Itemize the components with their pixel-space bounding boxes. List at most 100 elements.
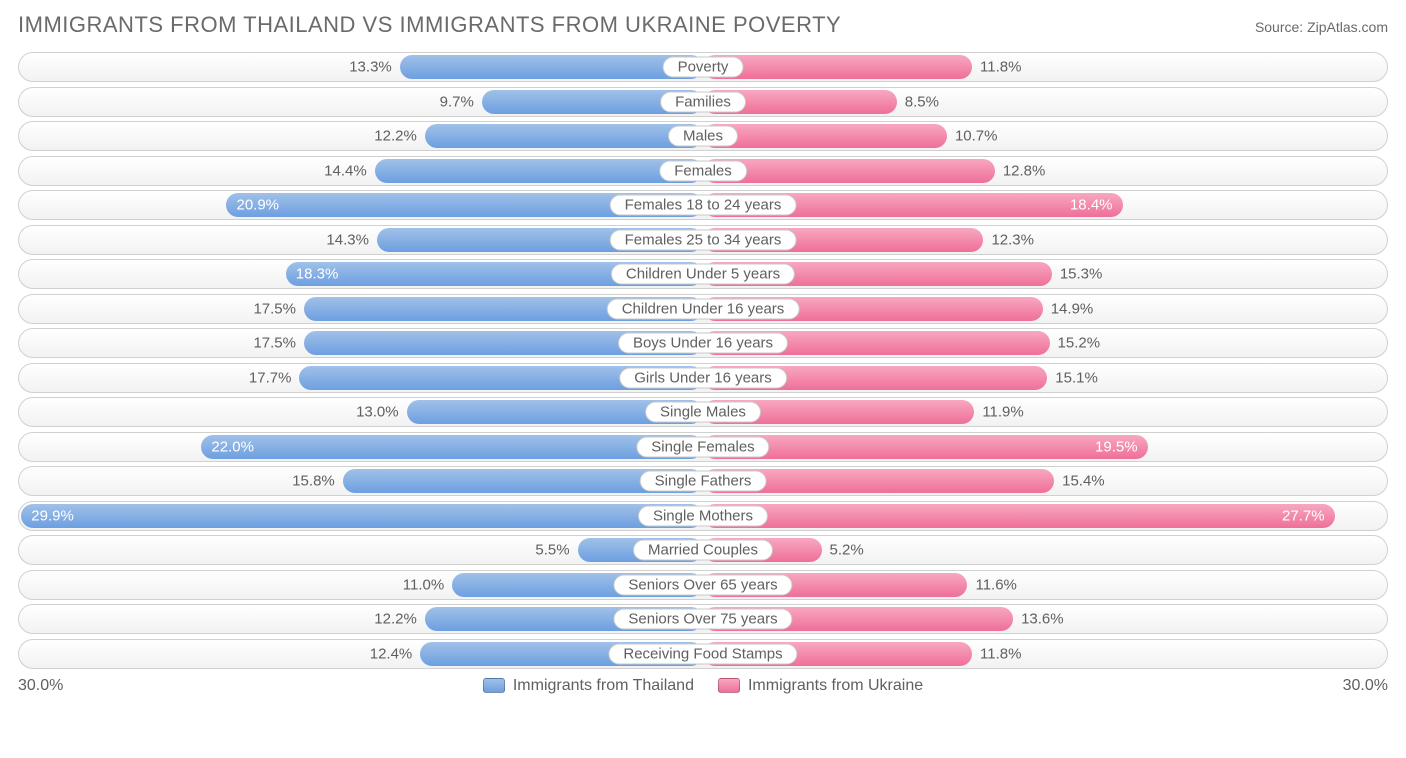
legend-item-right: Immigrants from Ukraine bbox=[718, 677, 923, 695]
chart-row: 14.4% 12.8% Females bbox=[18, 156, 1388, 186]
value-left: 13.3% bbox=[349, 59, 392, 76]
chart-row: 22.0%19.5%Single Females bbox=[18, 432, 1388, 462]
bar-right bbox=[703, 504, 1335, 528]
category-label: Males bbox=[668, 126, 738, 147]
left-half: 22.0% bbox=[19, 433, 703, 461]
value-right: 14.9% bbox=[1051, 300, 1094, 317]
category-label: Families bbox=[660, 91, 746, 112]
category-label: Children Under 5 years bbox=[611, 264, 795, 285]
value-left: 17.5% bbox=[253, 335, 296, 352]
chart-row: 13.3% 11.8% Poverty bbox=[18, 52, 1388, 82]
source-prefix: Source: bbox=[1255, 19, 1307, 35]
right-half: 13.6% bbox=[703, 605, 1387, 633]
chart-row: 14.3%12.3%Females 25 to 34 years bbox=[18, 225, 1388, 255]
right-half: 15.2% bbox=[703, 329, 1387, 357]
chart-row: 12.4%11.8%Receiving Food Stamps bbox=[18, 639, 1388, 669]
chart-row: 15.8% 15.4% Single Fathers bbox=[18, 466, 1388, 496]
legend-label-left: Immigrants from Thailand bbox=[513, 677, 694, 695]
category-label: Married Couples bbox=[633, 540, 773, 561]
right-half: 15.4% bbox=[703, 467, 1387, 495]
category-label: Seniors Over 75 years bbox=[613, 609, 792, 630]
value-right: 8.5% bbox=[905, 93, 939, 110]
right-half: 15.1% bbox=[703, 364, 1387, 392]
left-half: 17.5% bbox=[19, 295, 703, 323]
chart-row: 11.0%11.6%Seniors Over 65 years bbox=[18, 570, 1388, 600]
source-name: ZipAtlas.com bbox=[1307, 19, 1388, 35]
right-half: 12.8% bbox=[703, 157, 1387, 185]
value-left: 20.9% bbox=[236, 197, 279, 214]
category-label: Females 18 to 24 years bbox=[610, 195, 797, 216]
category-label: Single Mothers bbox=[638, 505, 768, 526]
value-left: 12.4% bbox=[370, 645, 413, 662]
value-left: 13.0% bbox=[356, 404, 399, 421]
left-half: 12.4% bbox=[19, 640, 703, 668]
category-label: Single Fathers bbox=[640, 471, 767, 492]
left-half: 14.4% bbox=[19, 157, 703, 185]
value-left: 14.3% bbox=[326, 231, 369, 248]
bar-left bbox=[21, 504, 703, 528]
value-right: 19.5% bbox=[1095, 438, 1138, 455]
chart-title: IMMIGRANTS FROM THAILAND VS IMMIGRANTS F… bbox=[18, 12, 841, 38]
value-right: 15.4% bbox=[1062, 473, 1105, 490]
value-left: 12.2% bbox=[374, 128, 417, 145]
chart-row: 20.9% 18.4% Females 18 to 24 years bbox=[18, 190, 1388, 220]
value-left: 11.0% bbox=[403, 576, 444, 593]
right-half: 14.9% bbox=[703, 295, 1387, 323]
category-label: Children Under 16 years bbox=[607, 298, 800, 319]
left-half: 12.2% bbox=[19, 605, 703, 633]
chart-row: 17.5% 15.2%Boys Under 16 years bbox=[18, 328, 1388, 358]
legend-swatch-left-icon bbox=[483, 678, 505, 693]
value-right: 15.3% bbox=[1060, 266, 1103, 283]
value-right: 15.1% bbox=[1055, 369, 1098, 386]
value-right: 12.8% bbox=[1003, 162, 1046, 179]
chart-row: 18.3% 15.3% Children Under 5 years bbox=[18, 259, 1388, 289]
chart-row: 13.0%11.9%Single Males bbox=[18, 397, 1388, 427]
chart-row: 17.7% 15.1% Girls Under 16 years bbox=[18, 363, 1388, 393]
left-half: 20.9% bbox=[19, 191, 703, 219]
chart-row: 12.2% 10.7% Males bbox=[18, 121, 1388, 151]
right-half: 19.5% bbox=[703, 433, 1387, 461]
chart-row: 17.5% 14.9% Children Under 16 years bbox=[18, 294, 1388, 324]
chart-row: 12.2% 13.6% Seniors Over 75 years bbox=[18, 604, 1388, 634]
bar-right bbox=[703, 124, 947, 148]
right-half: 15.3% bbox=[703, 260, 1387, 288]
left-half: 17.7% bbox=[19, 364, 703, 392]
left-half: 9.7% bbox=[19, 88, 703, 116]
category-label: Females bbox=[659, 160, 747, 181]
value-right: 11.8% bbox=[980, 59, 1021, 76]
category-label: Girls Under 16 years bbox=[619, 367, 787, 388]
left-half: 18.3% bbox=[19, 260, 703, 288]
category-label: Receiving Food Stamps bbox=[608, 643, 797, 664]
chart-container: IMMIGRANTS FROM THAILAND VS IMMIGRANTS F… bbox=[0, 0, 1406, 758]
category-label: Poverty bbox=[663, 57, 744, 78]
value-left: 9.7% bbox=[440, 93, 474, 110]
value-right: 10.7% bbox=[955, 128, 998, 145]
value-right: 18.4% bbox=[1070, 197, 1113, 214]
left-half: 15.8% bbox=[19, 467, 703, 495]
left-half: 14.3% bbox=[19, 226, 703, 254]
right-half: 8.5% bbox=[703, 88, 1387, 116]
right-half: 18.4% bbox=[703, 191, 1387, 219]
left-half: 11.0% bbox=[19, 571, 703, 599]
bar-right bbox=[703, 159, 995, 183]
right-half: 5.2% bbox=[703, 536, 1387, 564]
left-half: 29.9% bbox=[19, 502, 703, 530]
value-left: 15.8% bbox=[292, 473, 335, 490]
bar-right bbox=[703, 435, 1148, 459]
bar-left bbox=[375, 159, 703, 183]
value-right: 13.6% bbox=[1021, 611, 1064, 628]
chart-source: Source: ZipAtlas.com bbox=[1255, 19, 1388, 35]
left-half: 5.5% bbox=[19, 536, 703, 564]
bar-left bbox=[201, 435, 703, 459]
value-left: 17.5% bbox=[253, 300, 296, 317]
category-label: Boys Under 16 years bbox=[618, 333, 788, 354]
axis-right-max: 30.0% bbox=[1343, 677, 1388, 695]
bar-left bbox=[425, 124, 703, 148]
legend: Immigrants from Thailand Immigrants from… bbox=[483, 677, 923, 695]
right-half: 27.7% bbox=[703, 502, 1387, 530]
left-half: 13.3% bbox=[19, 53, 703, 81]
right-half: 11.8% bbox=[703, 53, 1387, 81]
value-right: 11.6% bbox=[975, 576, 1016, 593]
right-half: 11.6% bbox=[703, 571, 1387, 599]
value-left: 17.7% bbox=[249, 369, 292, 386]
